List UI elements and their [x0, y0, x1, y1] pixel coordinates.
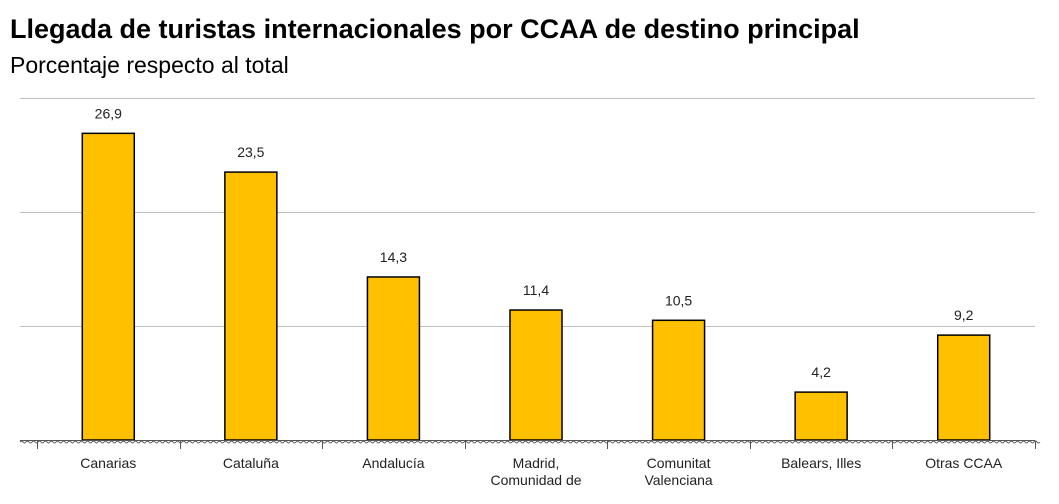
bar	[366, 276, 421, 441]
data-label: 4,2	[811, 364, 831, 380]
axis-break-line	[19, 440, 1041, 444]
chart-title: Llegada de turistas internacionales por …	[10, 14, 860, 44]
x-axis	[19, 440, 1041, 449]
x-tick-label: Madrid, Comunidad de	[490, 455, 581, 488]
x-tick-label: Andalucía	[362, 455, 424, 471]
x-tick-label: Comunitat Valenciana	[644, 455, 712, 488]
bar	[509, 309, 563, 441]
bar	[81, 132, 136, 441]
x-tick-label: Cataluña	[223, 455, 279, 471]
bar	[936, 334, 991, 441]
data-label: 9,2	[954, 307, 974, 323]
bar	[794, 391, 848, 441]
bar	[224, 171, 278, 441]
labels: 26,9 Canarias 23,5 Cataluña 14,3 Andalucía 11,…	[80, 105, 1003, 488]
x-tick-label: Balears, Illes	[781, 455, 861, 471]
data-label: 14,3	[380, 249, 407, 265]
bar	[651, 319, 706, 441]
data-label: 10,5	[665, 292, 692, 308]
bars	[81, 132, 991, 441]
data-label: 26,9	[95, 105, 122, 121]
x-tick-label: Otras CCAA	[925, 455, 1003, 471]
data-label: 11,4	[523, 282, 549, 298]
chart-subtitle: Porcentaje respecto al total	[10, 52, 289, 78]
data-label: 23,5	[237, 144, 264, 160]
x-tick-label: Canarias	[80, 455, 136, 471]
